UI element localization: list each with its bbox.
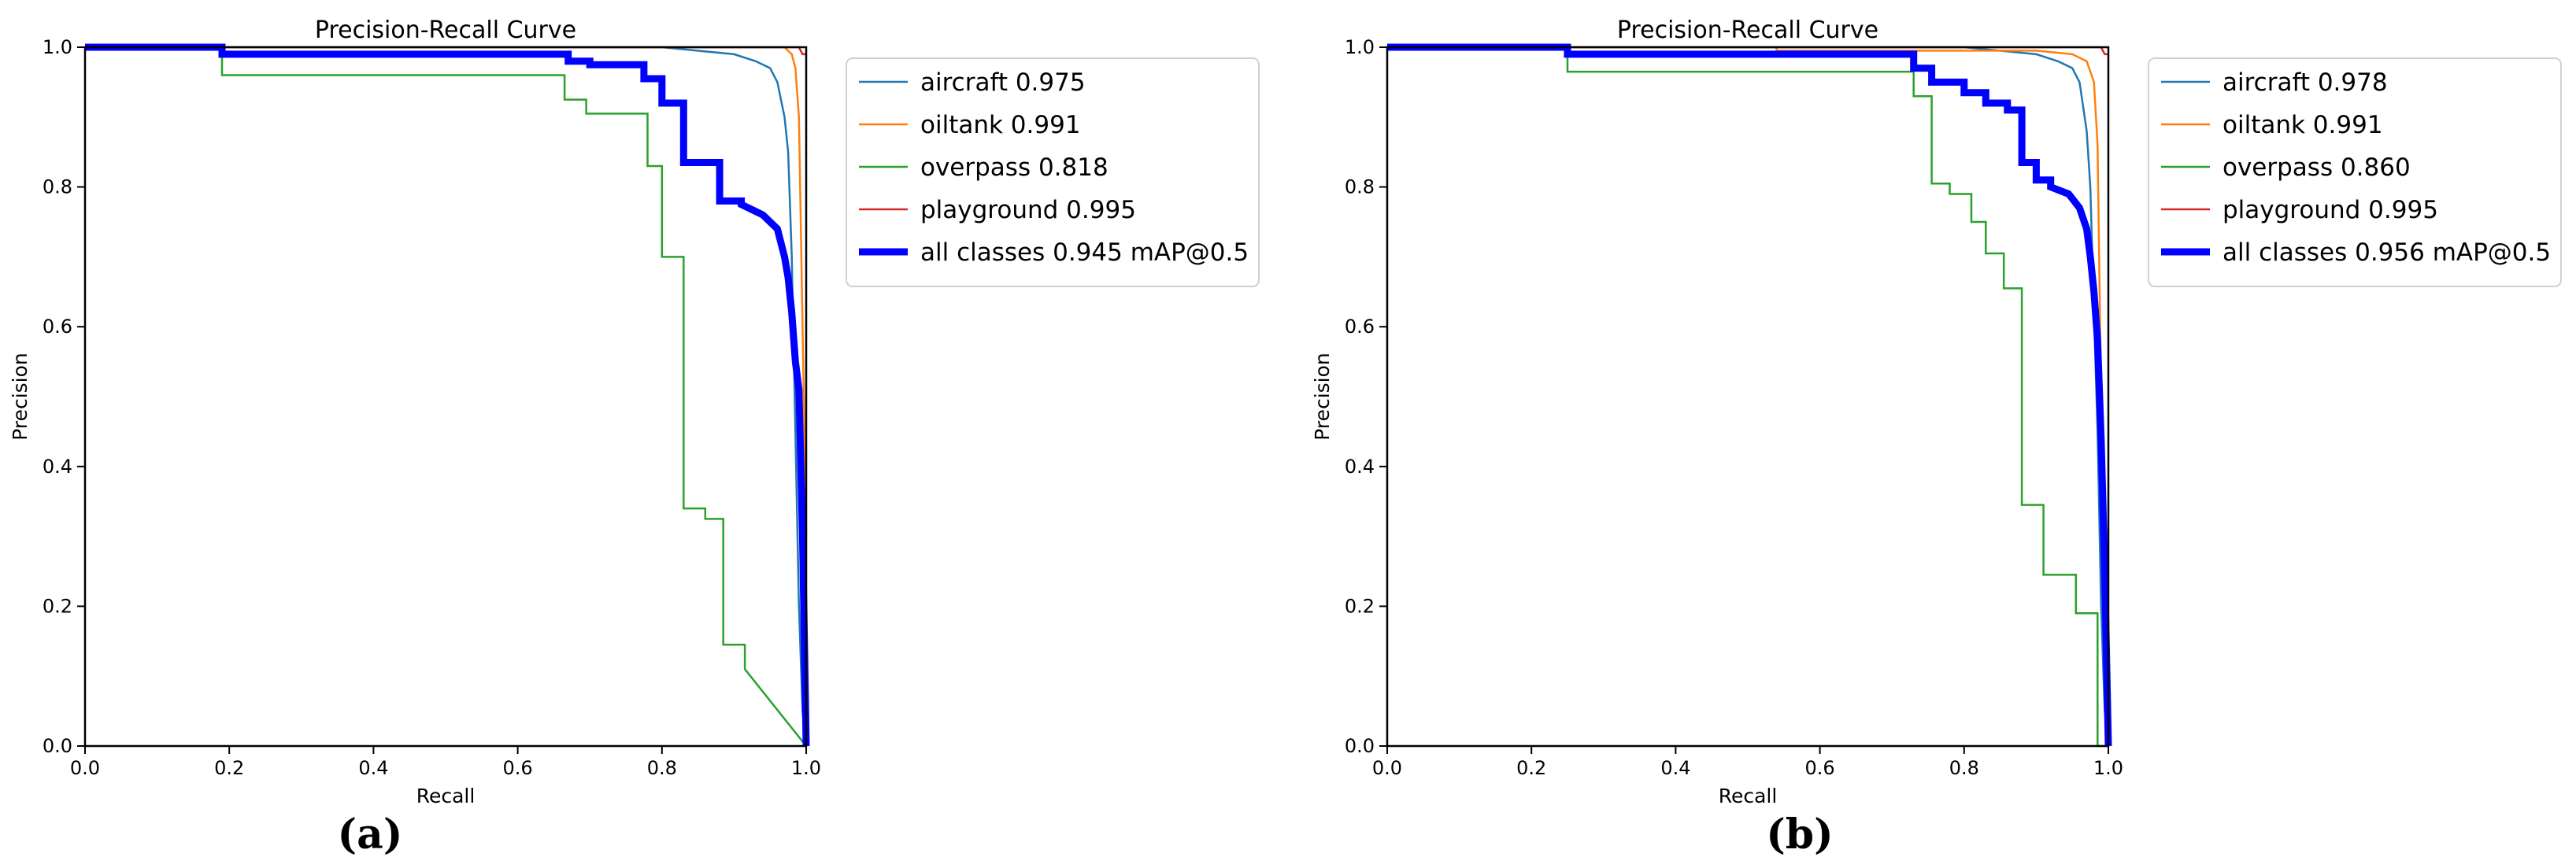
legend-entry-4: playground 0.995 [2223,196,2438,224]
series-line-1 [85,46,808,747]
legend-entry-2: oiltank 0.991 [920,111,1081,139]
panel-label: (b) [1766,811,1834,859]
y-axis: 0.0 0.2 0.4 0.6 0.8 1.0 Precision [1311,36,1387,757]
legend-entry-4: playground 0.995 [920,196,1136,224]
y-tick-label: 0.6 [43,316,72,338]
legend-entry-5: all classes 0.945 mAP@0.5 [920,238,1249,267]
x-axis-label: Recall [416,785,476,807]
series-line-3 [85,46,807,747]
legend: aircraft 0.978 oiltank 0.991 overpass 0.86… [2148,57,2562,287]
legend-entry-3: overpass 0.860 [2223,153,2411,182]
y-tick-label: 0.4 [1345,456,1375,478]
legend-entry-5: all classes 0.956 mAP@0.5 [2223,238,2551,267]
series-line-2 [1387,46,2110,607]
series-line-5 [85,43,810,747]
chart-title: Precision-Recall Curve [315,17,576,44]
legend: aircraft 0.975 oiltank 0.991 overpass 0.81… [846,57,1260,287]
y-tick-label: 0.4 [43,456,72,478]
x-tick-label: 1.0 [2093,757,2123,779]
chart-title: Precision-Recall Curve [1617,17,1878,44]
x-tick-label: 0.8 [1949,757,1979,779]
legend-box [2148,57,2562,287]
y-tick-label: 0.2 [43,595,72,617]
series-line-3 [1387,46,2108,748]
x-tick-label: 0.2 [214,757,244,779]
legend-box [846,57,1260,287]
chart-panel-1: Precision-Recall Curve 0.0 0.2 0.4 0.6 0.8 1.0… [9,17,1260,859]
y-tick-label: 0.0 [1345,735,1375,757]
series-group [85,43,810,747]
x-tick-label: 0.4 [358,757,388,779]
series-line-1 [1387,46,2110,747]
y-tick-label: 1.0 [1345,36,1375,58]
x-tick-label: 0.8 [647,757,677,779]
y-tick-label: 0.0 [43,735,72,757]
y-axis-label: Precision [9,353,31,441]
x-axis-label: Recall [1719,785,1778,807]
y-tick-label: 0.6 [1345,316,1375,338]
series-group [1387,43,2112,748]
plot-frame [83,46,808,748]
panel-label: (a) [338,811,403,859]
legend-entry-1: aircraft 0.975 [920,68,1086,97]
x-axis: 0.0 0.2 0.4 0.6 0.8 1.0 Recall [1372,746,2123,807]
x-axis: 0.0 0.2 0.4 0.6 0.8 1.0 Recall [70,746,821,807]
x-tick-label: 0.0 [70,757,100,779]
y-axis-label: Precision [1311,353,1334,441]
y-axis: 0.0 0.2 0.4 0.6 0.8 1.0 Precision [9,36,85,757]
y-tick-label: 0.2 [1345,595,1375,617]
legend-entry-2: oiltank 0.991 [2223,111,2383,139]
y-tick-label: 0.8 [43,176,72,198]
y-tick-label: 1.0 [43,36,72,58]
x-tick-label: 0.6 [503,757,533,779]
legend-entry-3: overpass 0.818 [920,153,1108,182]
x-tick-label: 0.2 [1516,757,1546,779]
chart-panel-2: Precision-Recall Curve 0.0 0.2 0.4 0.6 0.8 1.0… [1311,17,2562,859]
y-tick-label: 0.8 [1345,176,1375,198]
legend-entry-1: aircraft 0.978 [2223,68,2388,97]
x-tick-label: 0.6 [1805,757,1835,779]
series-line-5 [1387,43,2112,747]
plot-frame [1386,46,2110,748]
x-tick-label: 1.0 [791,757,821,779]
x-tick-label: 0.4 [1660,757,1690,779]
x-tick-label: 0.0 [1372,757,1402,779]
